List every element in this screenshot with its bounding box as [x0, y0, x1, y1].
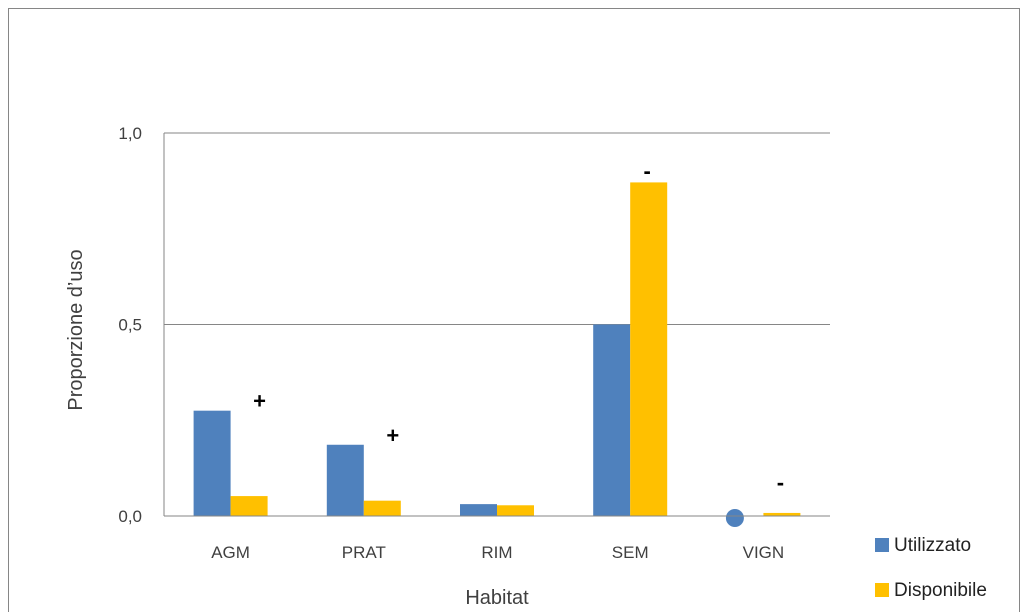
x-tick-label: AGM [211, 543, 250, 562]
chart-frame [8, 8, 1020, 612]
significance-marker: + [253, 389, 266, 414]
x-tick-label: PRAT [342, 543, 386, 562]
significance-marker: + [386, 423, 399, 448]
y-tick-label: 0,0 [118, 507, 142, 526]
x-tick-label: VIGN [743, 543, 785, 562]
bar-disponibile-prat [363, 500, 401, 516]
y-axis-title: Proporzione d’uso [65, 249, 87, 410]
y-tick-label: 0,5 [118, 316, 142, 335]
significance-marker: - [644, 158, 651, 183]
x-tick-label: SEM [612, 543, 649, 562]
bar-disponibile-vign [763, 512, 801, 516]
bar-disponibile-sem [630, 182, 668, 517]
legend-swatch-utilizzato [875, 538, 889, 552]
bar-utilizzato-sem [593, 324, 631, 516]
legend-label-utilizzato: Utilizzato [894, 535, 971, 556]
zero-value-marker [725, 509, 744, 527]
legend-label-disponibile: Disponibile [894, 580, 987, 601]
bar-disponibile-rim [497, 505, 534, 516]
y-tick-label: 1,0 [118, 124, 142, 143]
legend-swatch-disponibile [875, 583, 889, 597]
significance-marker: - [777, 470, 784, 495]
bar-utilizzato-rim [460, 504, 497, 516]
bar-disponibile-agm [230, 496, 268, 516]
x-axis-title: Habitat [465, 587, 529, 609]
bar-utilizzato-agm [193, 410, 231, 516]
bar-utilizzato-prat [326, 444, 364, 516]
x-tick-label: RIM [481, 543, 512, 562]
